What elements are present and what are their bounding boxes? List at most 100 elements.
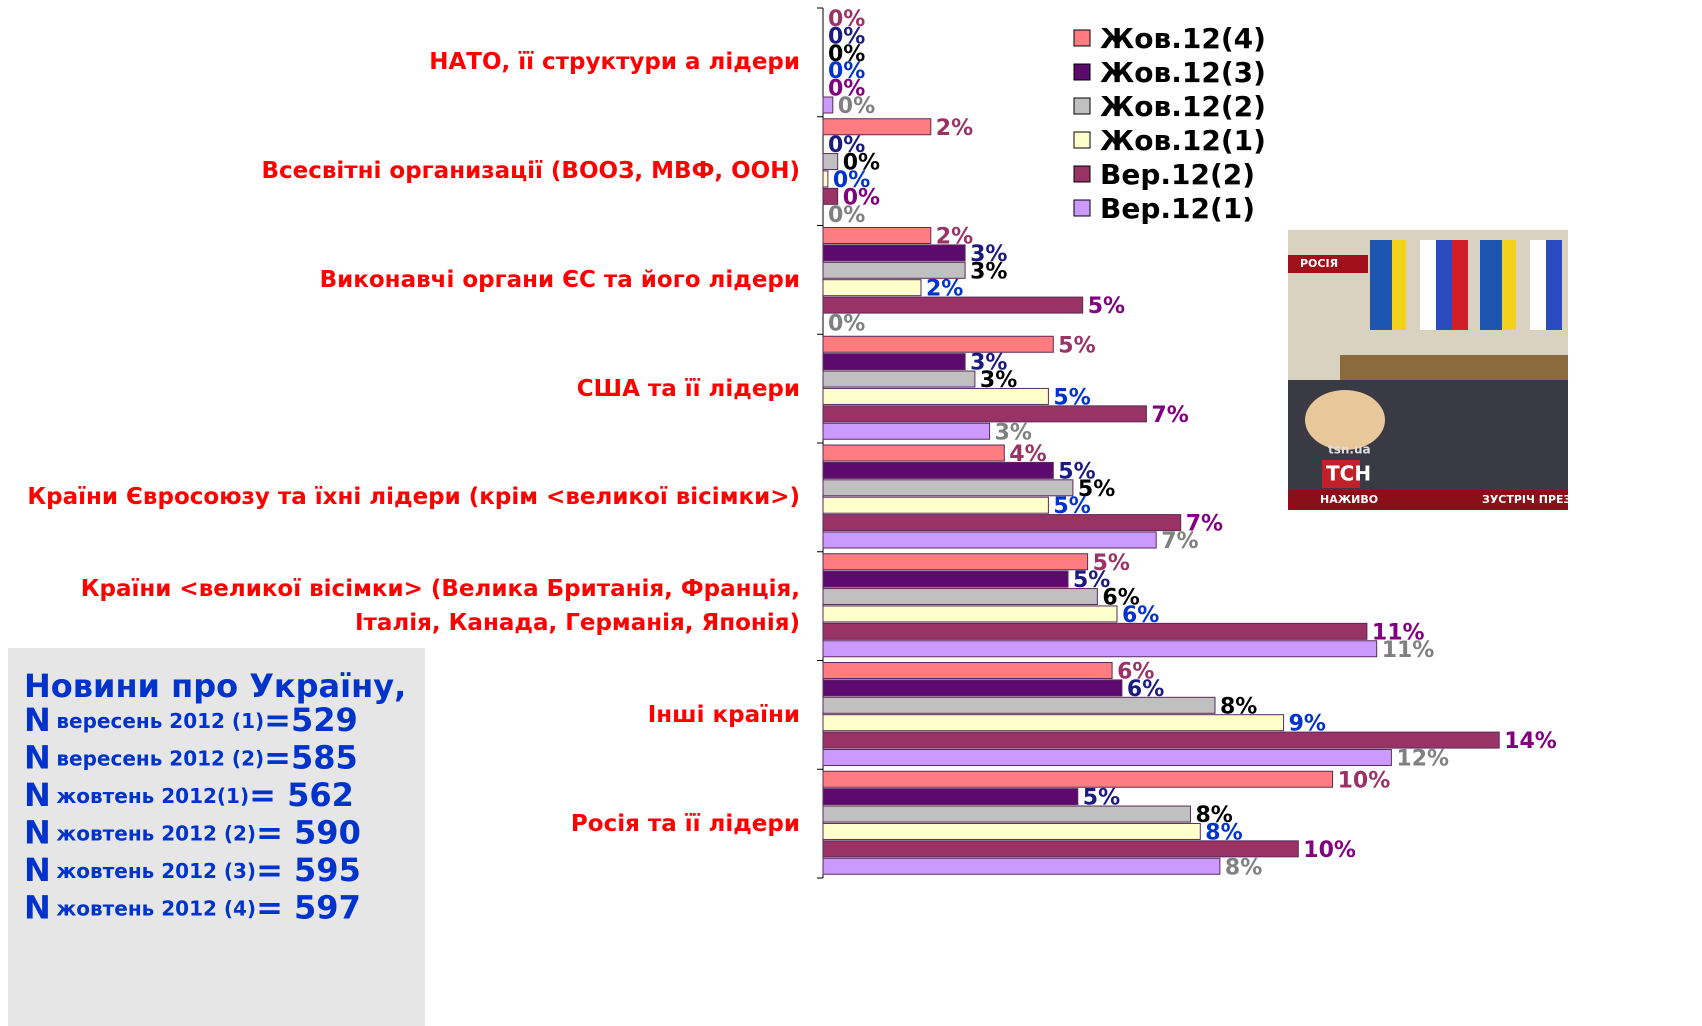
bar bbox=[822, 422, 991, 440]
info-period: жовтень 2012 (2) bbox=[56, 821, 256, 845]
info-period: жовтень 2012 (3) bbox=[56, 859, 256, 883]
value-label: 2% bbox=[936, 116, 973, 141]
bar bbox=[822, 444, 1005, 462]
bar bbox=[822, 622, 1368, 640]
info-period: жовтень 2012 (4) bbox=[56, 896, 256, 920]
value-label: 0% bbox=[828, 7, 865, 32]
value-label: 3% bbox=[970, 351, 1007, 376]
bar bbox=[822, 822, 1201, 840]
bar bbox=[822, 731, 1500, 749]
bar bbox=[822, 353, 966, 371]
value-label: 0% bbox=[838, 94, 875, 119]
bar bbox=[822, 96, 834, 114]
value-label: 11% bbox=[1382, 638, 1435, 663]
info-prefix: N bbox=[24, 701, 51, 739]
info-box bbox=[8, 648, 425, 1026]
bar bbox=[822, 531, 1157, 549]
info-prefix: N bbox=[24, 739, 51, 777]
value-label: 10% bbox=[1303, 838, 1356, 863]
value-label: 5% bbox=[1058, 333, 1095, 358]
info-prefix: N bbox=[24, 776, 51, 814]
legend-label: Жов.12(4) bbox=[1100, 22, 1266, 55]
bar bbox=[822, 405, 1147, 423]
legend-swatch bbox=[1073, 29, 1091, 47]
info-line: N вересень 2012 (2)=585 bbox=[24, 739, 358, 777]
bar bbox=[822, 170, 829, 188]
bar bbox=[822, 370, 976, 388]
info-count: = 562 bbox=[249, 776, 354, 814]
info-line: N жовтень 2012(1)= 562 bbox=[24, 776, 354, 814]
category-label: Росія та її лідери bbox=[570, 810, 800, 837]
category-label: Всесвітні организації (ВООЗ, МВФ, ООН) bbox=[261, 158, 800, 185]
bar bbox=[822, 840, 1299, 858]
bar bbox=[822, 857, 1221, 875]
info-period: вересень 2012 (2) bbox=[56, 746, 264, 770]
bar bbox=[822, 605, 1118, 623]
category-label: НАТО, її структури а лідери bbox=[429, 49, 800, 76]
bar bbox=[822, 496, 1049, 514]
value-label: 0% bbox=[828, 203, 865, 228]
bar bbox=[822, 788, 1079, 806]
category-label: США та її лідери bbox=[576, 375, 800, 402]
bar bbox=[822, 662, 1113, 679]
legend-label: Жов.12(1) bbox=[1100, 124, 1266, 157]
info-line: N жовтень 2012 (3)= 595 bbox=[24, 851, 361, 889]
info-count: = 595 bbox=[256, 851, 361, 889]
category-label: Інші країни bbox=[647, 701, 800, 728]
bar bbox=[822, 244, 966, 262]
bar bbox=[822, 640, 1378, 658]
value-label: 5% bbox=[1078, 477, 1115, 502]
bar bbox=[822, 387, 1049, 405]
info-prefix: N bbox=[24, 851, 51, 889]
legend-swatch bbox=[1073, 165, 1091, 183]
value-label: 7% bbox=[1186, 512, 1223, 537]
bar bbox=[822, 335, 1054, 353]
value-label: 3% bbox=[995, 420, 1032, 445]
category-label: Виконавчі органи ЄС та його лідери bbox=[319, 266, 800, 293]
value-label: 0% bbox=[833, 168, 870, 193]
bar bbox=[822, 227, 932, 244]
bar bbox=[822, 261, 966, 279]
photo-site: tsn.ua bbox=[1328, 443, 1371, 457]
bar bbox=[822, 296, 1084, 314]
value-label: 12% bbox=[1396, 747, 1449, 772]
info-count: =529 bbox=[264, 701, 358, 739]
legend-swatch bbox=[1073, 63, 1091, 81]
info-line: N жовтень 2012 (2)= 590 bbox=[24, 814, 361, 852]
photo-caption: ЗУСТРІЧ ПРЕЗ bbox=[1482, 493, 1572, 506]
bar bbox=[822, 514, 1182, 532]
value-label: 5% bbox=[1093, 551, 1130, 576]
bar bbox=[822, 696, 1216, 714]
bar bbox=[822, 749, 1392, 766]
bar bbox=[822, 570, 1069, 588]
value-label: 0% bbox=[828, 59, 865, 84]
info-prefix: N bbox=[24, 814, 51, 852]
bar bbox=[822, 479, 1074, 497]
value-label: 0% bbox=[828, 42, 865, 67]
legend-label: Жов.12(3) bbox=[1100, 56, 1266, 89]
value-label: 3% bbox=[970, 259, 1007, 284]
value-label: 0% bbox=[843, 151, 880, 176]
value-label: 0% bbox=[828, 77, 865, 102]
bar bbox=[822, 118, 932, 136]
bar bbox=[822, 153, 839, 171]
photo-live: НАЖИВО bbox=[1320, 493, 1378, 506]
value-label: 8% bbox=[1225, 855, 1262, 880]
legend-swatch bbox=[1073, 131, 1091, 149]
value-label: 3% bbox=[970, 242, 1007, 267]
value-label: 0% bbox=[828, 312, 865, 337]
value-label: 8% bbox=[1196, 803, 1233, 828]
category-label: Країни <великої вісімки> (Велика Британі… bbox=[80, 576, 800, 637]
info-period: вересень 2012 (1) bbox=[56, 709, 264, 733]
info-prefix: N bbox=[24, 889, 51, 927]
info-count: =585 bbox=[264, 739, 358, 777]
info-count: = 597 bbox=[256, 889, 361, 927]
value-label: 5% bbox=[1088, 294, 1125, 319]
bar bbox=[822, 187, 839, 205]
bar bbox=[822, 279, 922, 297]
bar bbox=[822, 805, 1191, 823]
legend-label: Вер.12(2) bbox=[1100, 158, 1255, 191]
legend-swatch bbox=[1073, 199, 1091, 217]
